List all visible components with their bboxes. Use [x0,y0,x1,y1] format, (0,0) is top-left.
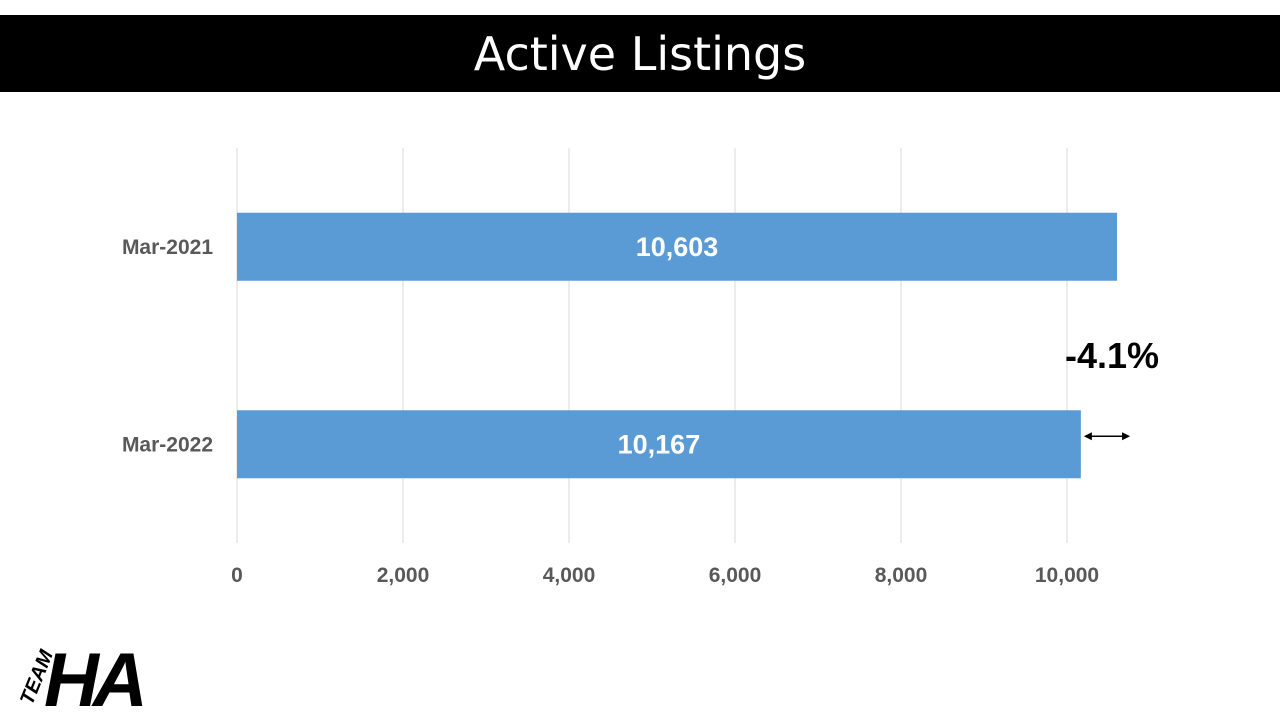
bar-data-label: 10,167 [618,429,701,459]
bars [237,212,1118,479]
change-arrow [1083,432,1131,441]
x-tick-label: 0 [231,564,243,587]
change-annotation: -4.1% [1065,335,1159,376]
logo-ha-text: HA [44,638,143,710]
chart-title: Active Listings [0,15,1280,92]
x-tick-label: 4,000 [543,564,596,587]
category-label: Mar-2021 [122,236,213,259]
x-tick-label: 10,000 [1035,564,1099,587]
bar [237,410,1081,479]
team-ha-logo: TEAM HA [16,638,149,710]
arrow-head-left [1083,432,1092,441]
arrow-head-right [1122,432,1131,441]
category-label: Mar-2022 [122,433,213,456]
x-axis: 0 2,000 4,000 6,000 8,000 10,000 [231,564,1099,587]
grid-lines [236,148,1068,543]
x-tick-label: 2,000 [377,564,430,587]
bar-data-label: 10,603 [636,232,719,262]
bar [237,212,1118,281]
x-tick-label: 6,000 [709,564,762,587]
data-labels: 10,603 10,167 [618,232,719,460]
y-axis-categories: Mar-2021 Mar-2022 [122,236,213,457]
x-tick-label: 8,000 [875,564,928,587]
